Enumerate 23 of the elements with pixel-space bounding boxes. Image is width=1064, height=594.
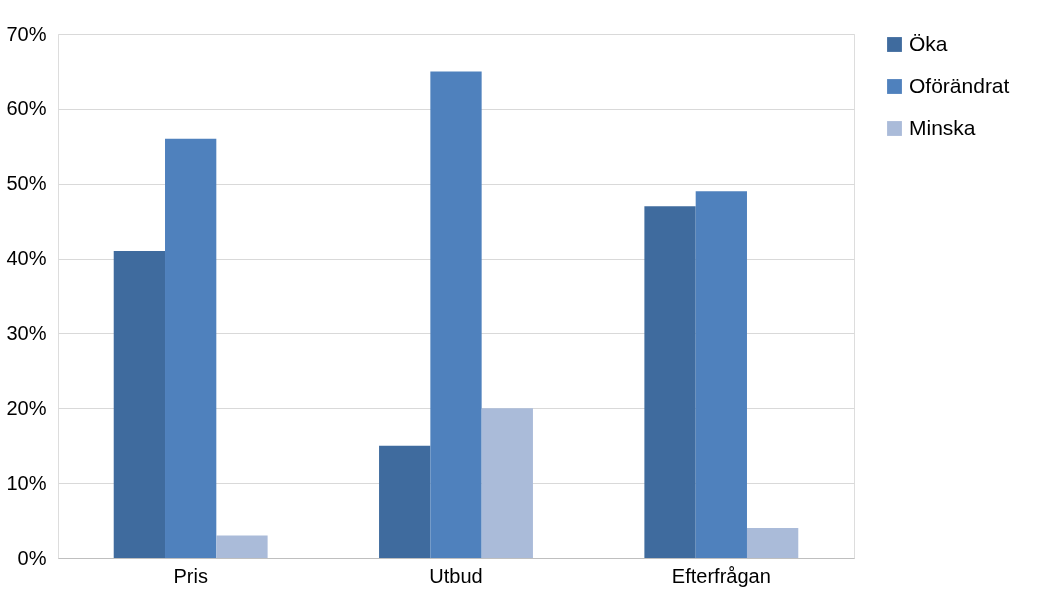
- y-tick-label: 50%: [6, 172, 47, 195]
- y-tick-label: 70%: [6, 22, 47, 45]
- bar: [695, 191, 747, 558]
- x-tick-label: Efterfrågan: [671, 564, 771, 587]
- bar: [430, 71, 482, 558]
- bar: [216, 535, 268, 558]
- bar: [113, 251, 166, 558]
- legend-label: Öka: [909, 31, 948, 55]
- y-tick-label: 60%: [6, 97, 47, 120]
- bar: [379, 445, 431, 558]
- legend-label: Oförändrat: [909, 73, 1010, 97]
- x-tick-label: Pris: [173, 564, 208, 587]
- legend-label: Minska: [909, 115, 976, 139]
- x-tick-label: Utbud: [429, 564, 483, 587]
- y-tick-label: 10%: [6, 471, 47, 494]
- bar: [165, 138, 217, 558]
- bar: [481, 408, 533, 558]
- y-tick-label: 0%: [17, 546, 47, 569]
- y-tick-label: 20%: [6, 396, 47, 419]
- bar: [746, 528, 799, 558]
- bar: [644, 206, 696, 558]
- y-tick-label: 40%: [6, 247, 47, 270]
- y-tick-label: 30%: [6, 321, 47, 344]
